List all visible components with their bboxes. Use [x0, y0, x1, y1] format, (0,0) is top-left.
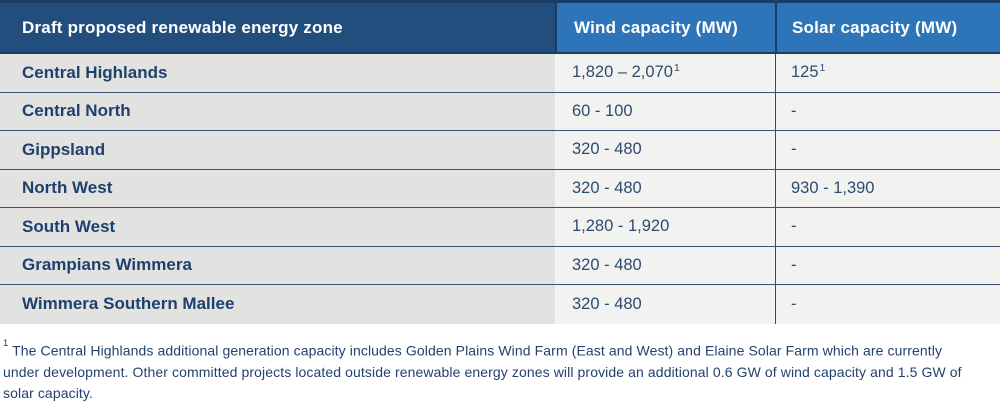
- wind-value-cell: 1,280 - 1,920: [555, 208, 775, 246]
- zone-cell: Central North: [0, 92, 555, 130]
- column-header-wind: Wind capacity (MW): [555, 3, 775, 52]
- zone-cell: South West: [0, 208, 555, 246]
- table-row: Gippsland 320 - 480 -: [0, 131, 1000, 170]
- solar-value: -: [791, 217, 797, 236]
- solar-value: -: [791, 101, 797, 120]
- solar-value: -: [791, 294, 797, 313]
- zone-cell: Gippsland: [0, 131, 555, 169]
- zone-cell: Central Highlands: [0, 54, 555, 92]
- table-row: Central North 60 - 100 -: [0, 92, 1000, 131]
- footnote-text: The Central Highlands additional generat…: [3, 342, 962, 402]
- wind-value: 60 - 100: [572, 101, 633, 120]
- solar-value: 125: [791, 63, 819, 82]
- solar-value: -: [791, 255, 797, 274]
- zone-cell: Grampians Wimmera: [0, 246, 555, 284]
- zone-cell: North West: [0, 169, 555, 207]
- wind-value: 320 - 480: [572, 255, 642, 274]
- solar-value-cell: -: [775, 285, 1000, 324]
- table-row: Central Highlands 1,820 – 2,070 1 125 1: [0, 54, 1000, 93]
- zone-cell: Wimmera Southern Mallee: [0, 285, 555, 324]
- solar-value-cell: 930 - 1,390: [775, 169, 1000, 207]
- solar-value-cell: -: [775, 246, 1000, 284]
- wind-value: 1,280 - 1,920: [572, 217, 670, 236]
- solar-value-cell: 125 1: [775, 54, 1000, 92]
- wind-value: 320 - 480: [572, 140, 642, 159]
- table-row: North West 320 - 480 930 - 1,390: [0, 169, 1000, 208]
- renewable-energy-zone-table: Draft proposed renewable energy zone Win…: [0, 0, 1000, 324]
- table-row: South West 1,280 - 1,920 -: [0, 208, 1000, 247]
- solar-value-cell: -: [775, 92, 1000, 130]
- column-header-zone: Draft proposed renewable energy zone: [0, 3, 555, 52]
- solar-value: 930 - 1,390: [791, 178, 875, 197]
- wind-value-cell: 320 - 480: [555, 246, 775, 284]
- header-row: Draft proposed renewable energy zone Win…: [0, 3, 1000, 54]
- wind-value-cell: 320 - 480: [555, 285, 775, 324]
- footnote-marker: 1: [819, 61, 826, 74]
- wind-value-cell: 60 - 100: [555, 92, 775, 130]
- footnote: 1 The Central Highlands additional gener…: [3, 337, 975, 402]
- wind-value: 320 - 480: [572, 178, 642, 197]
- column-header-solar: Solar capacity (MW): [775, 3, 1000, 52]
- wind-value: 1,820 – 2,070: [572, 63, 673, 82]
- solar-value: -: [791, 140, 797, 159]
- wind-value-cell: 320 - 480: [555, 131, 775, 169]
- wind-value-cell: 320 - 480: [555, 169, 775, 207]
- wind-value: 320 - 480: [572, 294, 642, 313]
- table-row: Wimmera Southern Mallee 320 - 480 -: [0, 285, 1000, 324]
- table-row: Grampians Wimmera 320 - 480 -: [0, 246, 1000, 285]
- footnote-superscript: 1: [3, 337, 9, 349]
- solar-value-cell: -: [775, 208, 1000, 246]
- footnote-marker: 1: [673, 61, 680, 74]
- wind-value-cell: 1,820 – 2,070 1: [555, 54, 775, 92]
- solar-value-cell: -: [775, 131, 1000, 169]
